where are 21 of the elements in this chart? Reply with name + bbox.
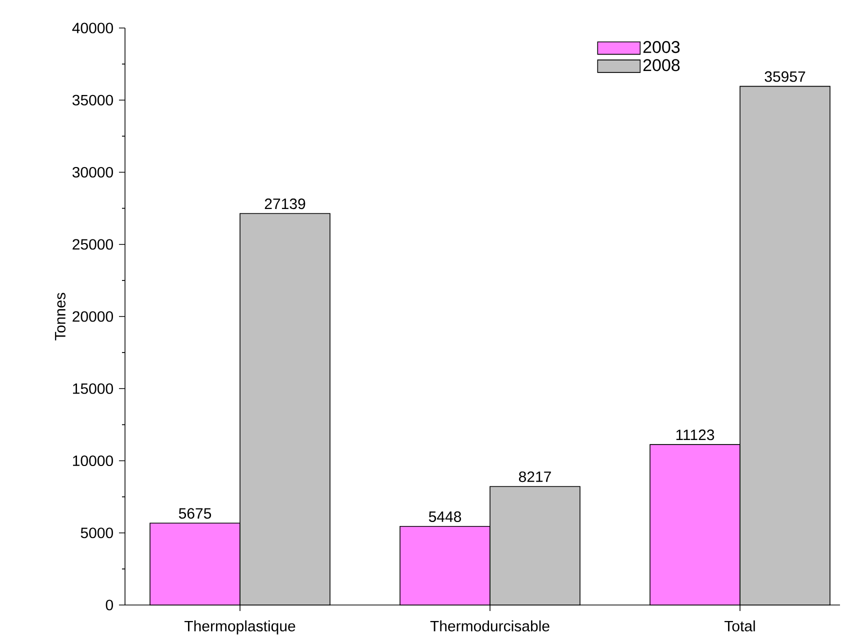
legend-label: 2003 — [643, 41, 680, 54]
data-label: 11123 — [676, 430, 714, 440]
data-label: 8217 — [518, 471, 551, 482]
x-tick-label: Thermoplastique — [184, 620, 296, 634]
x-tick-label: Thermodurcisable — [430, 620, 550, 632]
y-tick-label: 40000 — [72, 22, 113, 34]
legend-label: 2008 — [643, 59, 680, 72]
x-tick-label: Total — [724, 620, 755, 632]
data-label: 5675 — [178, 508, 212, 519]
y-tick-label: 30000 — [72, 166, 113, 178]
data-label: 5448 — [428, 511, 462, 522]
y-tick-label: 20000 — [72, 311, 113, 322]
data-label: 35957 — [764, 71, 806, 82]
data-label: 27139 — [264, 198, 306, 210]
y-tick-label: 10000 — [73, 455, 113, 466]
y-tick-label: 15000 — [73, 383, 113, 394]
y-tick-label: 25000 — [72, 239, 113, 250]
y-tick-label: 35000 — [72, 94, 113, 106]
y-tick-label: 5000 — [80, 528, 113, 538]
y-axis-title: Tonnes — [55, 292, 66, 340]
y-tick-label: 0 — [106, 600, 114, 610]
